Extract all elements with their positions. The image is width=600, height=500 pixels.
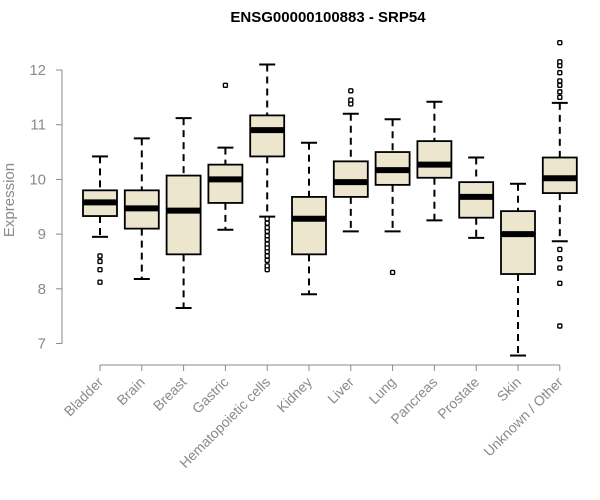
x-tick-label: Liver xyxy=(324,374,357,407)
x-tick-label: Breast xyxy=(150,374,190,414)
outlier-point xyxy=(557,89,563,95)
x-tick-label: Prostate xyxy=(434,374,482,422)
boxplot-group xyxy=(82,39,578,357)
outlier-point xyxy=(348,88,354,94)
box-iqr xyxy=(207,163,244,204)
y-axis: 7 8 9 10 11 12 xyxy=(29,62,63,353)
box-lung xyxy=(374,118,411,276)
box-iqr xyxy=(500,210,536,275)
x-tick-label: Brain xyxy=(113,374,147,408)
box-iqr xyxy=(541,156,578,194)
box-bladder xyxy=(82,155,118,285)
outlier-point xyxy=(389,269,396,276)
y-tick-label: 10 xyxy=(29,171,46,188)
chart-title: ENSG00000100883 - SRP54 xyxy=(230,9,426,26)
outlier-point xyxy=(264,233,270,239)
outlier-point xyxy=(557,70,563,76)
box-pancreas xyxy=(416,100,453,222)
outlier-point xyxy=(264,263,270,269)
box-iqr xyxy=(416,140,453,179)
y-tick-label: 7 xyxy=(38,336,46,353)
box-unknown-other xyxy=(541,39,578,329)
outlier-point xyxy=(557,256,563,262)
outlier-point xyxy=(264,253,270,259)
box-prostate xyxy=(458,156,495,239)
outlier-point xyxy=(222,82,229,89)
outlier-point xyxy=(264,216,270,222)
box-hematopoietic-cells xyxy=(249,63,286,273)
outlier-point xyxy=(557,323,563,329)
outlier-point xyxy=(264,241,270,247)
outlier-point xyxy=(97,258,103,265)
outlier-point xyxy=(557,39,563,46)
box-gastric xyxy=(207,82,244,231)
box-skin xyxy=(500,182,536,357)
y-axis-label: Expression xyxy=(1,163,18,237)
y-tick-label: 8 xyxy=(38,281,46,298)
outlier-point xyxy=(557,265,563,271)
box-kidney xyxy=(291,141,327,296)
outlier-point xyxy=(557,94,563,101)
outlier-point xyxy=(264,257,270,264)
outlier-point xyxy=(557,78,563,84)
box-iqr xyxy=(458,181,495,219)
y-tick-label: 11 xyxy=(30,117,46,134)
box-iqr xyxy=(249,114,286,158)
outlier-point xyxy=(557,280,563,287)
y-tick-label: 9 xyxy=(38,226,46,243)
x-tick-label: Skin xyxy=(494,374,525,405)
outlier-point xyxy=(557,59,563,65)
box-breast xyxy=(165,117,202,309)
x-tick-label: Bladder xyxy=(61,374,107,420)
outlier-point xyxy=(264,220,270,226)
outlier-point xyxy=(264,224,270,231)
outlier-point xyxy=(348,97,354,103)
x-tick-label: Lung xyxy=(365,374,398,407)
box-iqr xyxy=(332,160,369,198)
box-brain xyxy=(123,137,160,280)
box-iqr xyxy=(291,196,327,256)
box-liver xyxy=(332,88,369,233)
x-tick-label: Unknown / Other xyxy=(480,374,566,460)
outlier-point xyxy=(97,266,103,273)
outlier-point xyxy=(97,253,103,259)
outlier-point xyxy=(557,246,563,253)
y-tick-label: 12 xyxy=(29,62,46,79)
x-tick-label: Kidney xyxy=(274,374,316,416)
outlier-point xyxy=(97,279,103,285)
outlier-point xyxy=(557,82,563,89)
box-iqr xyxy=(165,174,202,256)
